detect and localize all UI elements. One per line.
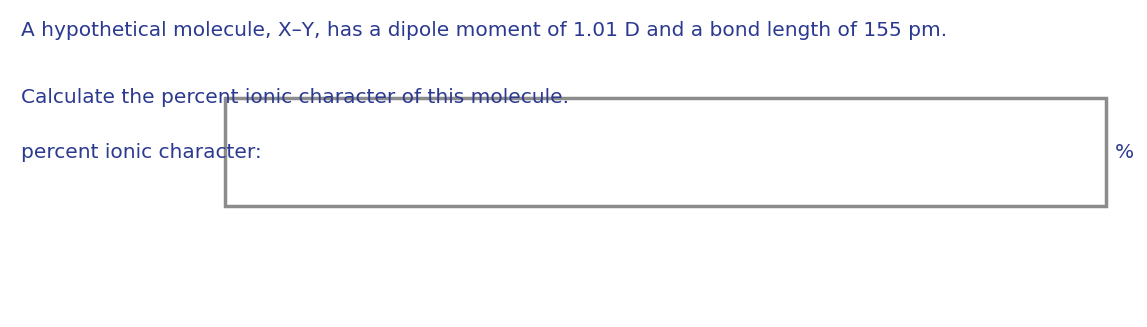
Text: Calculate the percent ionic character of this molecule.: Calculate the percent ionic character of…: [21, 88, 569, 107]
Text: A hypothetical molecule, X–Y, has a dipole moment of 1.01 D and a bond length of: A hypothetical molecule, X–Y, has a dipo…: [21, 21, 946, 40]
Text: %: %: [1115, 143, 1134, 162]
Text: percent ionic character:: percent ionic character:: [21, 143, 262, 162]
FancyBboxPatch shape: [225, 98, 1106, 206]
